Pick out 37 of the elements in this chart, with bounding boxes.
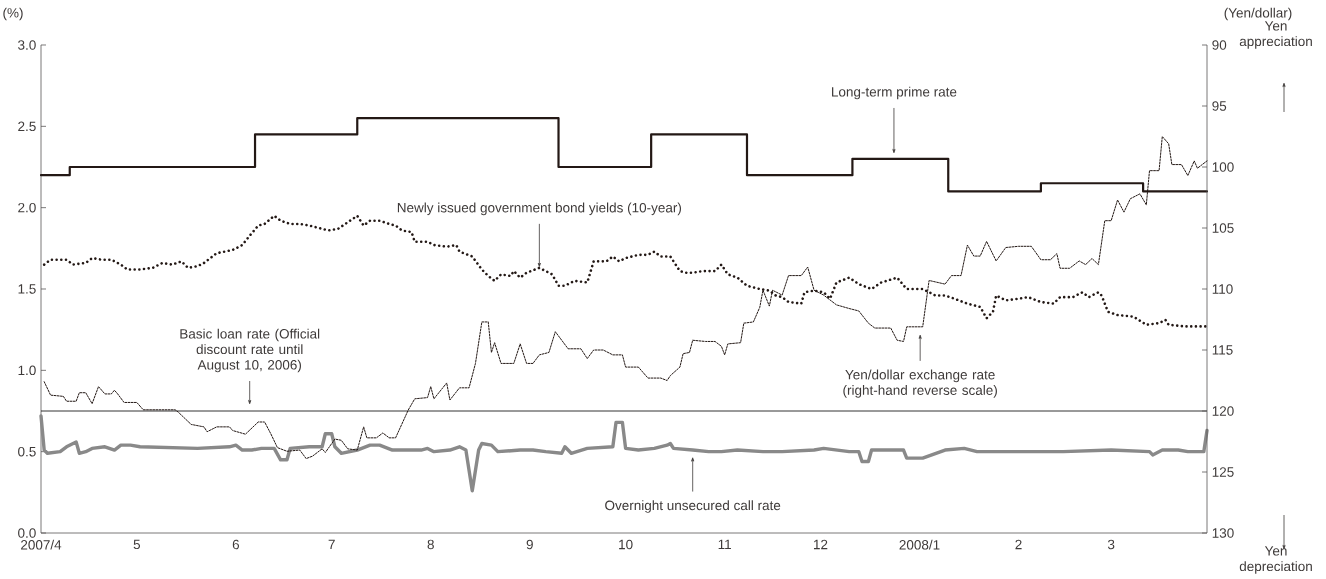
y2-tick-label: 115 — [1212, 345, 1233, 355]
y-tick-label: 1.0 — [18, 365, 36, 376]
y2-tick-label: 125 — [1212, 467, 1234, 477]
y-tick-label: 1.5 — [18, 284, 36, 294]
y2-tick-label: 110 — [1212, 284, 1233, 294]
x-tick-label: 5 — [133, 539, 141, 550]
x-tick-label: 2007/4 — [21, 539, 62, 550]
y-tick-label: 3.0 — [18, 40, 36, 50]
y2-tick-label: 120 — [1212, 406, 1234, 416]
x-tick-label: 11 — [718, 539, 731, 549]
y-tick-label: 2.0 — [18, 202, 36, 213]
annotation: Long-term prime rate — [832, 86, 957, 100]
y2-tick-label: 95 — [1212, 101, 1227, 111]
x-tick-label: 8 — [427, 539, 434, 550]
x-tick-label: 10 — [619, 539, 633, 550]
x-tick-label: 6 — [232, 539, 240, 550]
y2-axis-title: (Yen/dollar) — [1224, 7, 1292, 21]
ref-line-label: Basic loan rate (Official discount rate until August 10, 2006) — [180, 328, 320, 373]
annotation: Overnight unsecured call rate — [605, 500, 781, 513]
x-tick-label: 9 — [526, 539, 533, 550]
y-tick-label: 0.0 — [18, 528, 36, 538]
y-tick-label: 2.5 — [18, 121, 36, 132]
y2-tick-label: 130 — [1212, 528, 1234, 538]
text: Yen appreciation — [1239, 21, 1312, 49]
y-axis-title: (%) — [3, 7, 23, 21]
x-tick-label: 2 — [1015, 539, 1022, 550]
x-tick-label: 12 — [813, 539, 828, 550]
x-tick-label: 2008/1 — [899, 539, 940, 550]
y2-tick-label: 90 — [1212, 40, 1227, 50]
text: Yen depreciation — [1239, 546, 1312, 574]
annotation: Newly issued government bond yields (10-year) — [397, 202, 682, 216]
y2-tick-label: 105 — [1212, 223, 1234, 233]
y-tick-label: 0.5 — [18, 446, 36, 457]
annotation: Yen/dollar exchange rate (right-hand reverse scale) — [843, 369, 997, 398]
x-tick-label: 7 — [328, 539, 335, 549]
y2-tick-label: 100 — [1212, 162, 1234, 172]
x-tick-label: 3 — [1107, 539, 1115, 550]
